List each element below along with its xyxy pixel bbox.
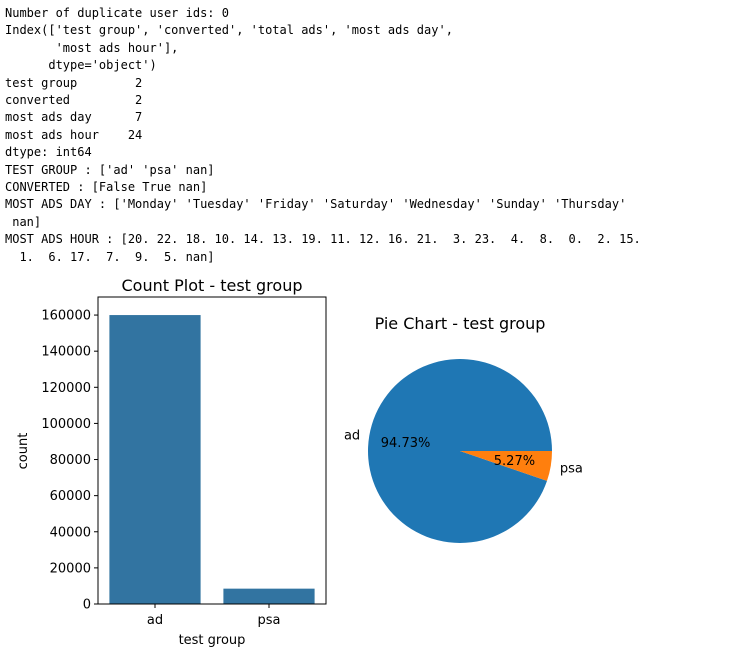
pie-chart: Pie Chart - test group ad 94.73% psa 5.27% (344, 314, 583, 543)
pie-chart-slices: ad 94.73% psa 5.27% (344, 358, 583, 543)
y-tick-label: 100000 (41, 417, 91, 432)
y-tick-label: 80000 (50, 453, 91, 468)
y-tick-label: 40000 (50, 525, 91, 540)
pie-slice-psa (460, 451, 552, 481)
pie-slice-ad (368, 358, 552, 543)
y-tick-label: 160000 (41, 309, 91, 324)
bar-psa (223, 588, 315, 604)
pie-percent-label: 5.27% (494, 454, 535, 469)
y-tick-label: 140000 (41, 345, 91, 360)
count-plot-title: Count Plot - test group (122, 276, 303, 295)
count-plot-xlabel: test group (179, 633, 246, 648)
count-plot-frame (97, 296, 327, 605)
count-plot-y-axis: 0 20000 40000 60000 80000 100000 120000 140000 1… (41, 309, 98, 613)
console-output: Number of duplicate user ids: 0 Index(['… (5, 6, 641, 264)
pie-label: psa (560, 462, 583, 477)
count-plot-x-axis: ad psa (147, 604, 281, 628)
y-tick-label: 0 (83, 598, 91, 613)
pie-chart-title: Pie Chart - test group (375, 314, 546, 333)
y-tick-label: 120000 (41, 381, 91, 396)
x-tick-label: psa (258, 613, 281, 628)
pie-label: ad (344, 428, 360, 443)
x-tick-label: ad (147, 613, 163, 628)
count-plot: Count Plot - test group 0 20000 40000 60000… (16, 276, 327, 648)
count-plot-bars (109, 315, 315, 604)
bar-ad (109, 315, 201, 604)
count-plot-ylabel: count (16, 433, 31, 470)
y-tick-label: 20000 (50, 561, 91, 576)
pie-percent-label: 94.73% (381, 436, 431, 451)
y-tick-label: 60000 (50, 489, 91, 504)
